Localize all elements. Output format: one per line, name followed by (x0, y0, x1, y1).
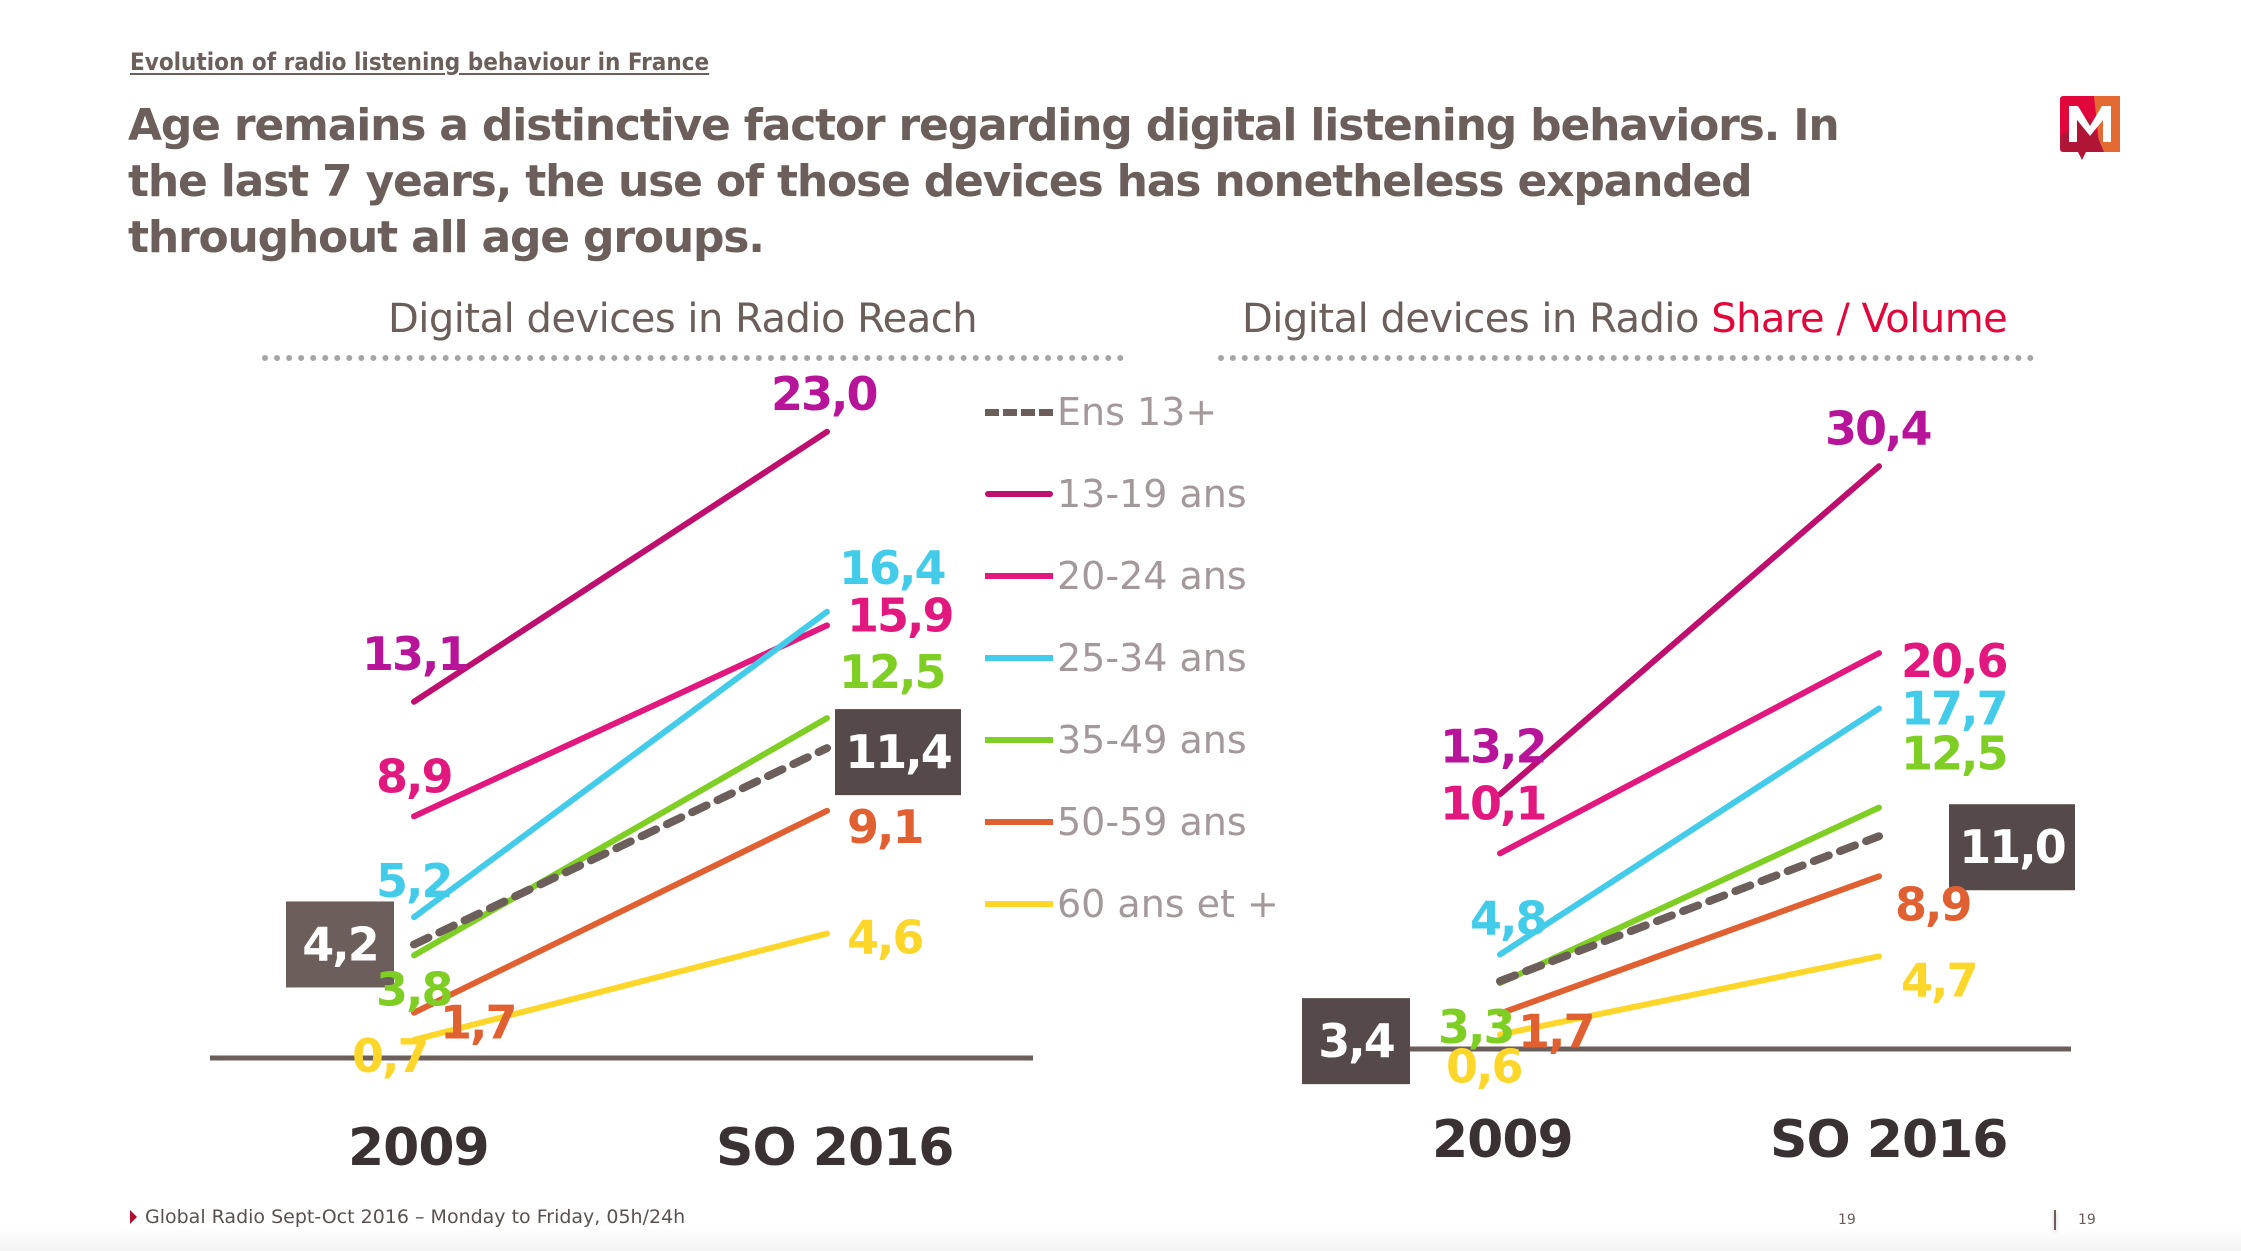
source-note: Global Radio Sept-Oct 2016 – Monday to F… (130, 1206, 685, 1228)
legend-label: 25-34 ans (1057, 636, 1247, 680)
series-line-35-49-ans (411, 715, 830, 959)
page-number-right: 19 (2078, 1212, 2096, 1228)
x-tick-right-2016: SO 2016 (1770, 1110, 2008, 1170)
x-tick-left-2016: SO 2016 (716, 1118, 954, 1178)
data-label-60-ans-et--1: 4,6 (847, 911, 923, 965)
legend-swatch (985, 655, 1053, 661)
data-label-35-49-ans-0: 3,8 (376, 962, 452, 1016)
section-kicker: Evolution of radio listening behaviour i… (130, 48, 710, 76)
legend-label: Ens 13+ (1057, 390, 1218, 434)
data-label-20-24-ans-1: 20,6 (1901, 634, 2007, 688)
legend-item-35-49: 35-49 ans (985, 718, 1247, 762)
data-label-13-19-ans-0: 13,2 (1440, 719, 1546, 773)
x-tick-left-2009: 2009 (348, 1118, 490, 1178)
data-label-box-ens-13- (286, 901, 394, 988)
legend-swatch (985, 901, 1053, 907)
data-label-60-ans-et--0: 0,7 (352, 1029, 428, 1083)
legend-item-50-59: 50-59 ans (985, 800, 1247, 844)
title-divider-left (262, 355, 1124, 361)
data-label-ens-13--1: 11,0 (1959, 820, 2065, 874)
data-label-ens-13--0: 3,4 (1318, 1014, 1394, 1068)
legend-item-25-34: 25-34 ans (985, 636, 1247, 680)
legend-swatch (985, 819, 1053, 825)
series-line-ens-13- (1496, 832, 1883, 986)
data-label-20-24-ans-1: 15,9 (847, 588, 953, 642)
data-label-13-19-ans-0: 13,1 (362, 627, 468, 681)
data-label-box-ens-13- (835, 709, 961, 796)
series-line-ens-13- (410, 744, 831, 949)
legend-item-13-19: 13-19 ans (985, 472, 1247, 516)
page-separator (2054, 1210, 2056, 1230)
data-label-60-ans-et--1: 4,7 (1901, 953, 1977, 1007)
data-label-50-59-ans-0: 1,7 (1518, 1005, 1594, 1059)
legend-item-ens: Ens 13+ (985, 390, 1218, 434)
series-line-25-34-ans (1497, 705, 1882, 958)
data-label-50-59-ans-0: 1,7 (440, 996, 516, 1050)
data-label-60-ans-et--0: 0,6 (1446, 1040, 1522, 1094)
source-text: Global Radio Sept-Oct 2016 – Monday to F… (145, 1206, 686, 1228)
legend-item-20-24: 20-24 ans (985, 554, 1247, 598)
chart-title-reach-text: Digital devices in Radio Reach (388, 296, 978, 342)
chart-title-share-accent: Share / Volume (1711, 296, 2008, 342)
data-label-box-ens-13- (1302, 998, 1410, 1085)
series-line-50-59-ans (411, 807, 830, 1016)
bullet-triangle-icon (130, 1210, 137, 1224)
page-number-left: 19 (1838, 1212, 1856, 1228)
data-label-25-34-ans-1: 16,4 (839, 541, 945, 595)
legend-label: 13-19 ans (1057, 472, 1247, 516)
chart-title-reach: Digital devices in Radio Reach (388, 296, 978, 342)
series-line-50-59-ans (1497, 873, 1882, 1017)
bottom-fade (0, 1228, 2241, 1251)
data-label-13-19-ans-1: 30,4 (1825, 401, 1931, 455)
data-label-box-ens-13- (1949, 804, 2075, 891)
legend-label: 50-59 ans (1057, 800, 1247, 844)
m-logo-icon (2060, 96, 2120, 160)
title-divider-right (1218, 355, 2034, 361)
series-line-25-34-ans (411, 608, 830, 921)
data-label-50-59-ans-1: 8,9 (1895, 877, 1971, 931)
data-label-ens-13--1: 11,4 (845, 725, 951, 779)
series-line-20-24-ans (1497, 650, 1882, 857)
data-label-25-34-ans-1: 17,7 (1901, 681, 2007, 735)
legend-swatch (985, 573, 1053, 579)
legend-swatch-dashed (985, 408, 1053, 416)
data-label-50-59-ans-1: 9,1 (847, 800, 923, 854)
chart-title-share: Digital devices in Radio Share / Volume (1242, 296, 2008, 342)
data-label-35-49-ans-0: 3,3 (1438, 1000, 1514, 1054)
data-label-ens-13--0: 4,2 (302, 917, 378, 971)
series-line-13-19-ans (411, 428, 830, 705)
legend-swatch (985, 737, 1053, 743)
legend-label: 60 ans et + (1057, 882, 1279, 926)
series-line-60-ans-et- (411, 930, 830, 1043)
series-line-13-19-ans (1497, 463, 1882, 798)
data-label-25-34-ans-0: 4,8 (1470, 891, 1546, 945)
legend-label: 20-24 ans (1057, 554, 1247, 598)
legend-label: 35-49 ans (1057, 718, 1247, 762)
data-label-35-49-ans-1: 12,5 (1901, 727, 2007, 781)
legend-item-60-plus: 60 ans et + (985, 882, 1279, 926)
data-label-35-49-ans-1: 12,5 (839, 645, 945, 699)
x-tick-right-2009: 2009 (1432, 1110, 1574, 1170)
page-headline: Age remains a distinctive factor regardi… (128, 100, 1840, 263)
legend-swatch (985, 491, 1053, 497)
data-label-20-24-ans-0: 10,1 (1440, 776, 1546, 830)
series-line-20-24-ans (411, 622, 830, 820)
data-label-25-34-ans-0: 5,2 (376, 854, 452, 908)
data-label-20-24-ans-0: 8,9 (376, 749, 452, 803)
data-label-13-19-ans-1: 23,0 (771, 367, 877, 421)
chart-title-share-text: Digital devices in Radio (1242, 296, 1712, 342)
series-line-60-ans-et- (1497, 953, 1882, 1038)
